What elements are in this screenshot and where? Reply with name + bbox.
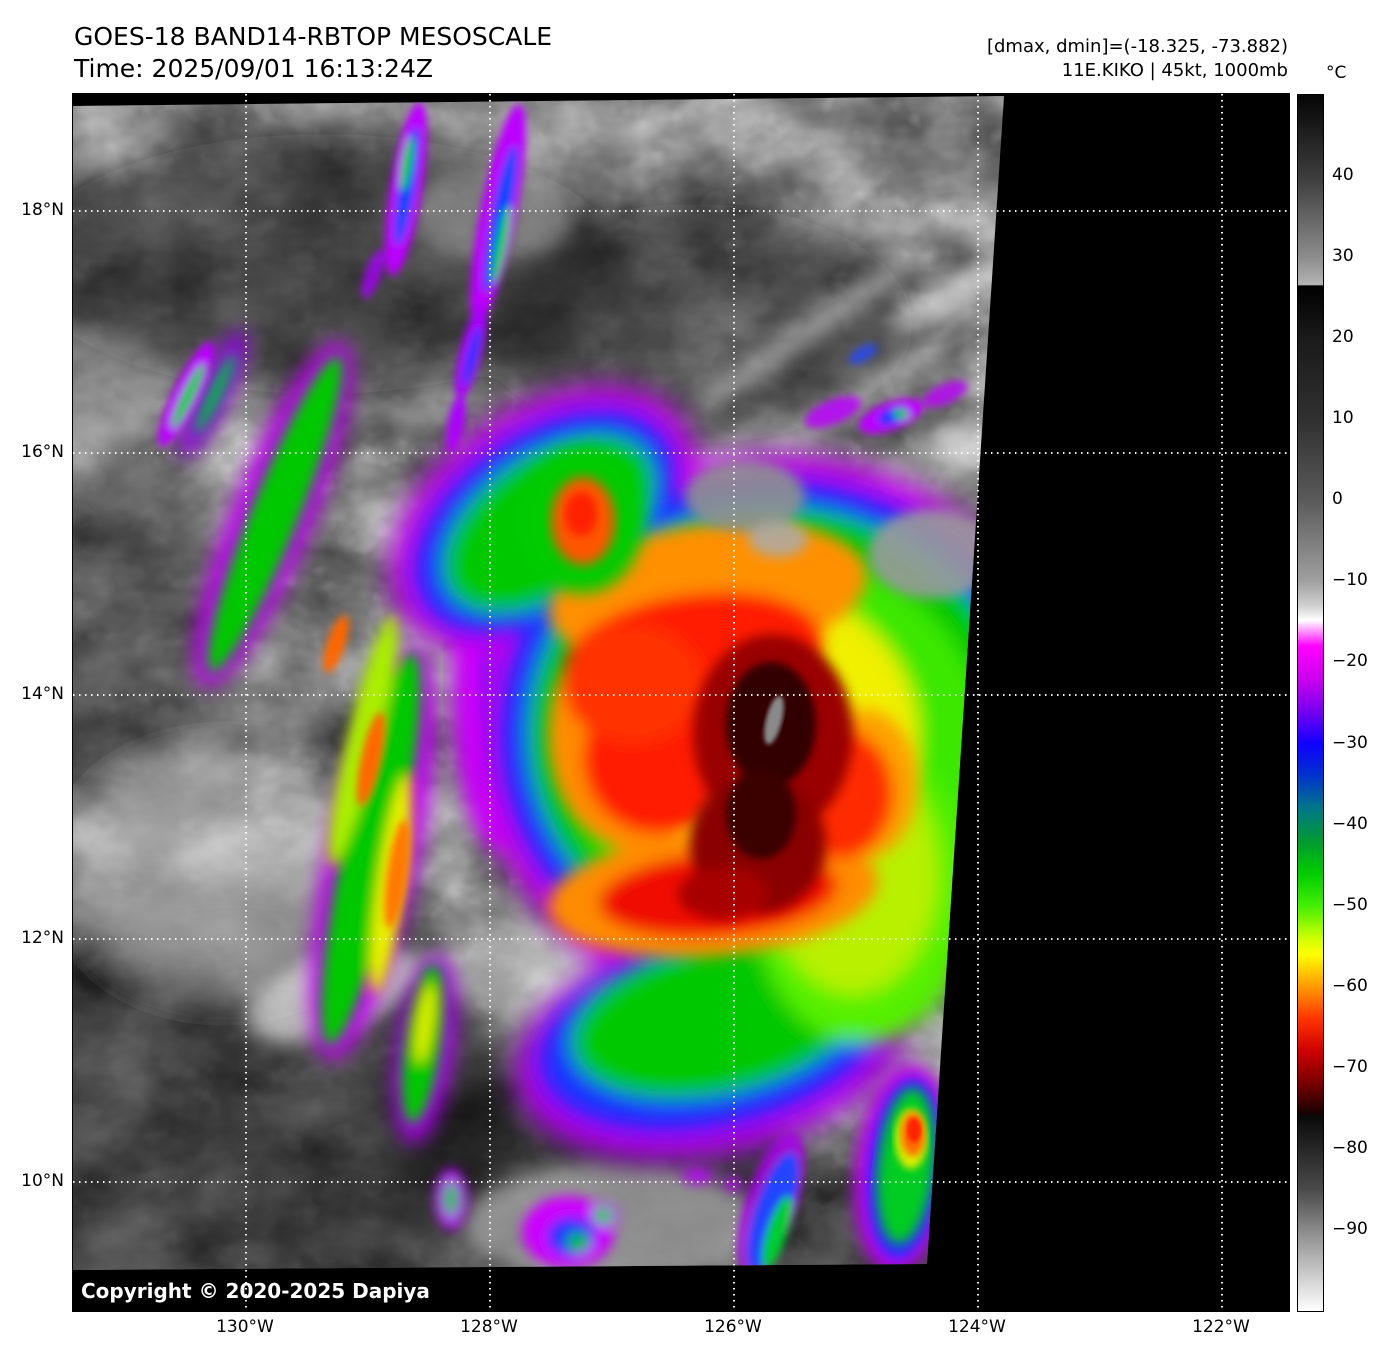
colorbar-unit: °C: [1326, 63, 1347, 83]
hurricane-kiko: [390, 386, 1004, 1160]
satellite-map: Copyright © 2020-2025 Dapiya: [72, 93, 1290, 1312]
lon-tick-label: 128°W: [460, 1317, 518, 1337]
colorbar-tick-label: −80: [1332, 1137, 1368, 1158]
eye-warm-spot: [764, 695, 784, 745]
lon-tick-label: 130°W: [216, 1317, 274, 1337]
lat-tick-label: 14°N: [21, 684, 64, 704]
lon-tick-label: 122°W: [1192, 1317, 1250, 1337]
colorbar-tick-label: −60: [1332, 975, 1368, 996]
colorbar-tick-label: −90: [1332, 1218, 1368, 1239]
lat-tick-label: 10°N: [21, 1171, 64, 1191]
page-title: GOES-18 BAND14-RBTOP MESOSCALE: [74, 22, 553, 51]
graticule: [73, 94, 1289, 1311]
colorbar-tick-label: −70: [1332, 1056, 1368, 1077]
colorbar-tick-label: −10: [1332, 570, 1368, 591]
colorbar-tick-label: −20: [1332, 651, 1368, 672]
lon-tick-label: 126°W: [704, 1317, 762, 1337]
copyright-text: Copyright © 2020-2025 Dapiya: [81, 1279, 430, 1303]
cloud-field: [73, 96, 1004, 1270]
colorbar-tick-label: −50: [1332, 894, 1368, 915]
colorbar-tick-label: 40: [1332, 165, 1354, 186]
west-convective-band: [179, 330, 456, 1144]
lat-tick-label: 12°N: [21, 928, 64, 948]
satellite-imagery: [73, 94, 1289, 1311]
dmax-dmin-readout: [dmax, dmin]=(-18.325, -73.882): [986, 36, 1288, 57]
colorbar: [1297, 94, 1324, 1312]
colorbar-tick-label: 30: [1332, 246, 1354, 267]
south-features: [435, 1064, 952, 1270]
colorbar-tick-label: 0: [1332, 489, 1343, 510]
colorbar-tick-label: −30: [1332, 732, 1368, 753]
colorbar-tick-label: 20: [1332, 327, 1354, 348]
lon-tick-label: 124°W: [948, 1317, 1006, 1337]
southeast-cell: [854, 1064, 952, 1270]
storm-info: 11E.KIKO | 45kt, 1000mb: [1061, 60, 1288, 81]
colorbar-tick-label: −40: [1332, 813, 1368, 834]
nw-convective-cell: [523, 449, 643, 593]
colorbar-tick-label: 10: [1332, 408, 1354, 429]
north-streaks: [158, 102, 968, 454]
timestamp-line: Time: 2025/09/01 16:13:24Z: [74, 54, 433, 83]
lat-tick-label: 16°N: [21, 442, 64, 462]
lat-tick-label: 18°N: [21, 200, 64, 220]
